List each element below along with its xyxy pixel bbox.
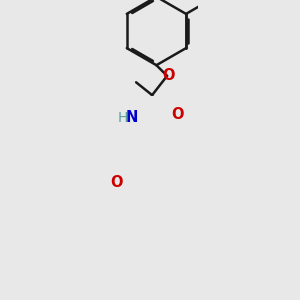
Text: O: O: [171, 107, 183, 122]
Text: O: O: [162, 68, 174, 83]
Text: H: H: [118, 111, 128, 125]
Text: O: O: [110, 175, 122, 190]
Text: N: N: [126, 110, 138, 125]
